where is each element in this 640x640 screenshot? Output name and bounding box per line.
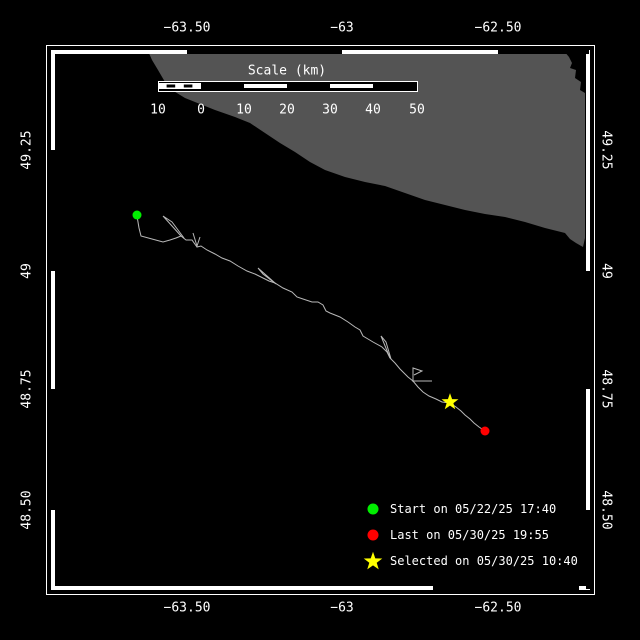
legend-item-label: Last on 05/30/25 19:55: [390, 528, 549, 542]
map-frame: [46, 45, 595, 595]
legend-dot-icon: [367, 503, 379, 515]
drift-track: [136, 215, 486, 432]
legend-star-icon: [363, 551, 383, 570]
scale-bar-tick-label: 0: [197, 102, 205, 118]
top-axis-tick-label: −63.50: [163, 20, 211, 36]
right-axis-tick-label: 49.25: [598, 130, 614, 170]
legend: Start on 05/22/25 17:40 Last on 05/30/25 …: [354, 496, 578, 574]
legend-item: Last on 05/30/25 19:55: [354, 522, 578, 548]
scale-bar-tick-label: 10: [150, 102, 166, 118]
scale-bar-tick-label: 20: [279, 102, 295, 118]
scale-bar-title: Scale (km): [247, 63, 327, 79]
legend-dot-icon: [367, 529, 379, 541]
scale-bar-tick-label: 50: [409, 102, 425, 118]
bottom-axis-tick-label: −63: [330, 600, 354, 616]
left-axis-tick-label: 49: [19, 263, 35, 279]
bottom-axis-tick-label: −62.50: [474, 600, 522, 616]
top-axis-tick-label: −63: [330, 20, 354, 36]
start-marker[interactable]: [132, 210, 142, 220]
legend-item: Selected on 05/30/25 10:40: [354, 548, 578, 574]
legend-item-label: Selected on 05/30/25 10:40: [390, 554, 578, 568]
left-axis-tick-label: 48.75: [19, 369, 35, 409]
legend-item-label: Start on 05/22/25 17:40: [390, 502, 557, 516]
top-axis-tick-label: −62.50: [474, 20, 522, 36]
right-axis-tick-label: 49: [598, 263, 614, 279]
scale-bar-tick-label: 40: [365, 102, 381, 118]
left-axis-tick-label: 48.50: [19, 490, 35, 530]
legend-item: Start on 05/22/25 17:40: [354, 496, 578, 522]
right-axis-tick-label: 48.50: [598, 490, 614, 530]
scale-bar-tick-label: 30: [322, 102, 338, 118]
bottom-axis-tick-label: −63.50: [163, 600, 211, 616]
right-axis-tick-label: 48.75: [598, 369, 614, 409]
left-axis-tick-label: 49.25: [19, 130, 35, 170]
scale-bar-tick-label: 10: [236, 102, 252, 118]
scale-bar: [158, 81, 418, 92]
coastline-landmass: [148, 51, 585, 247]
selected-marker[interactable]: [441, 393, 459, 410]
last-marker[interactable]: [480, 426, 490, 436]
